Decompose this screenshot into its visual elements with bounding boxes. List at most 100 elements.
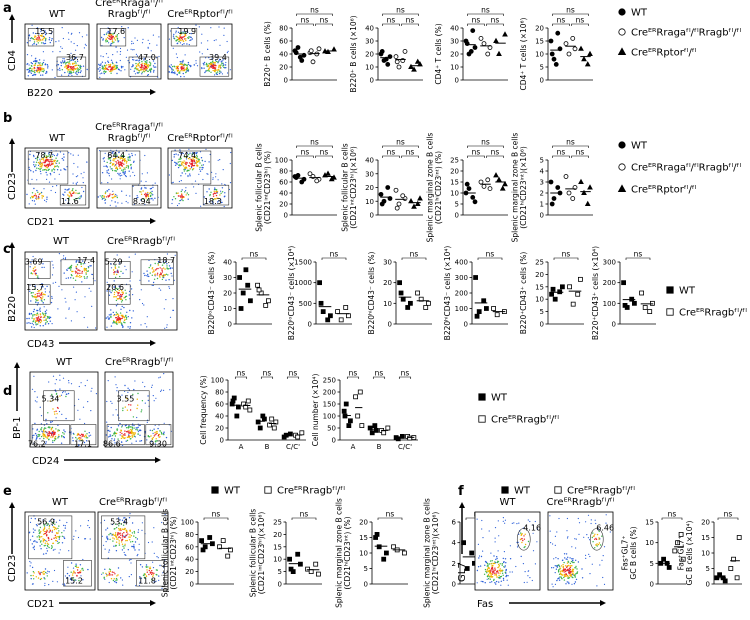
event-dot	[141, 302, 144, 305]
event-dot	[479, 565, 482, 567]
event-dot	[54, 178, 56, 180]
event-dot	[40, 39, 42, 42]
event-dot	[214, 198, 216, 200]
event-dot	[121, 293, 124, 296]
event-dot	[35, 299, 37, 301]
dot	[650, 300, 655, 306]
event-dot	[212, 69, 214, 72]
dot	[318, 300, 324, 306]
event-dot	[155, 66, 157, 68]
event-dot	[595, 522, 597, 525]
event-dot	[155, 580, 157, 582]
event-dot	[42, 529, 44, 531]
event-dot	[163, 308, 165, 310]
event-dot	[54, 191, 57, 194]
event-dot	[39, 309, 41, 311]
event-dot	[87, 326, 89, 328]
event-dot	[494, 527, 497, 529]
event-dot	[175, 162, 177, 164]
event-dot	[34, 266, 36, 268]
event-dot	[159, 276, 161, 278]
event-dot	[64, 258, 66, 260]
event-dot	[122, 524, 125, 526]
event-dot	[63, 156, 65, 158]
event-dot	[33, 270, 35, 273]
event-dot	[489, 578, 491, 580]
legend-label: CreᴱᴿRragbᶠˡ/ᶠˡ	[491, 415, 559, 426]
event-dot	[73, 67, 75, 69]
event-dot	[226, 72, 229, 74]
event-dot	[109, 290, 111, 292]
event-dot	[116, 428, 119, 430]
event-dot	[195, 60, 197, 62]
event-dot	[183, 43, 185, 45]
event-dot	[180, 33, 182, 35]
event-dot	[116, 273, 118, 276]
event-dot	[109, 204, 111, 206]
event-dot	[130, 168, 132, 170]
event-dot	[40, 530, 42, 533]
event-dot	[31, 55, 33, 57]
event-dot	[181, 198, 183, 201]
flow-title: WT	[49, 9, 66, 20]
event-dot	[119, 167, 122, 169]
event-dot	[182, 59, 184, 62]
event-dot	[130, 574, 132, 576]
flow-title: CreᴱᴿRragbᶠˡ/ᶠˡ	[99, 497, 167, 508]
y-tick-label: 0	[455, 77, 459, 85]
event-dot	[185, 194, 187, 196]
event-dot	[155, 269, 157, 271]
event-dot	[192, 156, 194, 158]
event-dot	[33, 194, 35, 197]
y-tick-label: 15	[701, 534, 710, 542]
event-dot	[50, 547, 53, 550]
event-dot	[597, 543, 600, 546]
event-dot	[121, 299, 124, 302]
event-dot	[112, 42, 114, 44]
dot	[260, 413, 266, 419]
event-dot	[524, 546, 526, 548]
event-dot	[61, 532, 63, 534]
event-dot	[45, 155, 47, 157]
significance-bracket	[377, 517, 403, 520]
event-dot	[121, 169, 123, 171]
event-dot	[142, 381, 144, 383]
event-dot	[68, 69, 70, 71]
gate-value: 17.1	[74, 439, 92, 448]
dot	[293, 175, 299, 181]
event-dot	[106, 166, 109, 168]
event-dot	[83, 270, 86, 272]
event-dot	[147, 191, 149, 194]
event-dot	[130, 438, 132, 440]
event-dot	[77, 197, 80, 199]
event-dot	[481, 528, 483, 530]
event-dot	[57, 527, 59, 530]
event-dot	[210, 65, 212, 67]
event-dot	[217, 197, 219, 200]
event-dot	[114, 289, 117, 291]
event-dot	[118, 536, 120, 538]
y-axis-label: (CD21ⁱⁿᵗCD23ʰⁱ)(×10⁶)	[257, 512, 266, 595]
event-dot	[104, 202, 107, 204]
event-dot	[109, 29, 111, 31]
dot	[632, 300, 637, 306]
event-dot	[35, 314, 38, 316]
event-dot	[50, 174, 52, 176]
event-dot	[151, 541, 153, 543]
event-dot	[65, 62, 68, 64]
event-dot	[118, 161, 120, 163]
event-dot	[127, 549, 129, 551]
event-dot	[121, 579, 123, 581]
event-dot	[90, 434, 92, 436]
event-dot	[179, 149, 181, 151]
event-dot	[79, 418, 81, 420]
event-dot	[78, 192, 81, 194]
event-dot	[66, 577, 68, 579]
gate-value: 4.16	[523, 524, 541, 533]
event-dot	[199, 51, 201, 53]
event-dot	[58, 525, 60, 527]
event-dot	[569, 575, 571, 577]
event-dot	[44, 568, 47, 570]
event-dot	[176, 163, 178, 165]
